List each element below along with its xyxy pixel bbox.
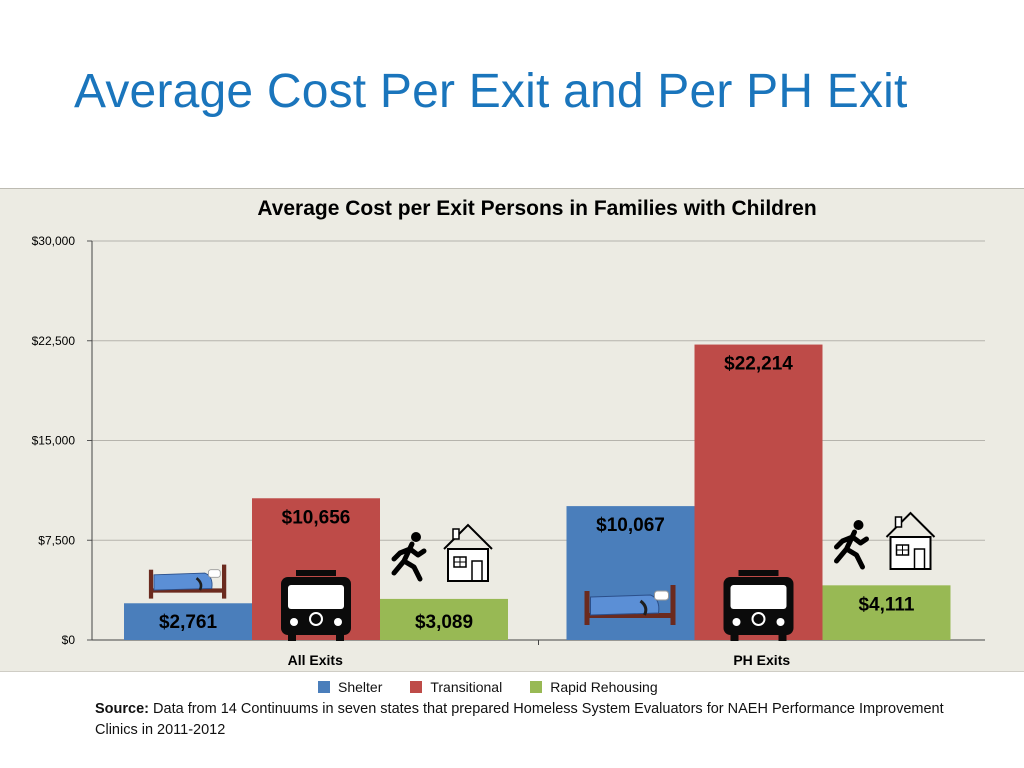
y-tick-label: $22,500: [32, 334, 76, 348]
y-tick-label: $15,000: [32, 434, 76, 448]
chart-panel: Average Cost per Exit Persons in Familie…: [0, 188, 1024, 672]
legend-item-transitional: Transitional: [410, 679, 502, 695]
data-label: $4,111: [858, 594, 914, 615]
running-to-house-icon: [834, 511, 936, 570]
chart-title: Average Cost per Exit Persons in Familie…: [257, 197, 816, 220]
legend-label-rapid-rehousing: Rapid Rehousing: [550, 679, 658, 695]
running-to-house-icon: [391, 523, 493, 582]
bed-icon: [584, 585, 676, 625]
legend-item-rapid-rehousing: Rapid Rehousing: [530, 679, 658, 695]
y-tick-label: $7,500: [38, 533, 75, 547]
legend-item-shelter: Shelter: [318, 679, 382, 695]
data-label: $10,656: [282, 507, 351, 528]
x-category-label: All Exits: [288, 652, 343, 668]
legend-swatch-rapid-rehousing: [530, 681, 543, 693]
legend-label-shelter: Shelter: [338, 679, 383, 695]
source-note: Source: Data from 14 Continuums in seven…: [95, 699, 975, 741]
source-label: Source:: [95, 701, 149, 717]
bar-rapid-rehousing: [822, 585, 951, 640]
legend-label-transitional: Transitional: [430, 679, 503, 695]
bed-icon: [148, 564, 227, 599]
slide-title: Average Cost Per Exit and Per PH Exit: [74, 65, 908, 118]
chart-legend: Shelter Transitional Rapid Rehousing: [318, 679, 686, 695]
y-tick-label: $30,000: [32, 234, 76, 248]
data-label: $2,761: [159, 612, 218, 633]
source-text: Data from 14 Continuums in seven states …: [95, 701, 944, 738]
y-tick-label: $0: [62, 633, 76, 647]
bar-chart: Average Cost per Exit Persons in Familie…: [32, 197, 985, 668]
bar-rapid-rehousing: [380, 598, 508, 640]
legend-swatch-transitional: [410, 681, 423, 693]
bus-icon: [723, 570, 794, 641]
data-label: $10,067: [596, 515, 665, 536]
legend-swatch-shelter: [318, 681, 330, 693]
bus-icon: [281, 570, 351, 641]
data-label: $22,214: [724, 354, 793, 375]
bar-shelter: [124, 603, 252, 640]
data-label: $3,089: [415, 612, 473, 633]
x-category-label: PH Exits: [733, 652, 790, 668]
